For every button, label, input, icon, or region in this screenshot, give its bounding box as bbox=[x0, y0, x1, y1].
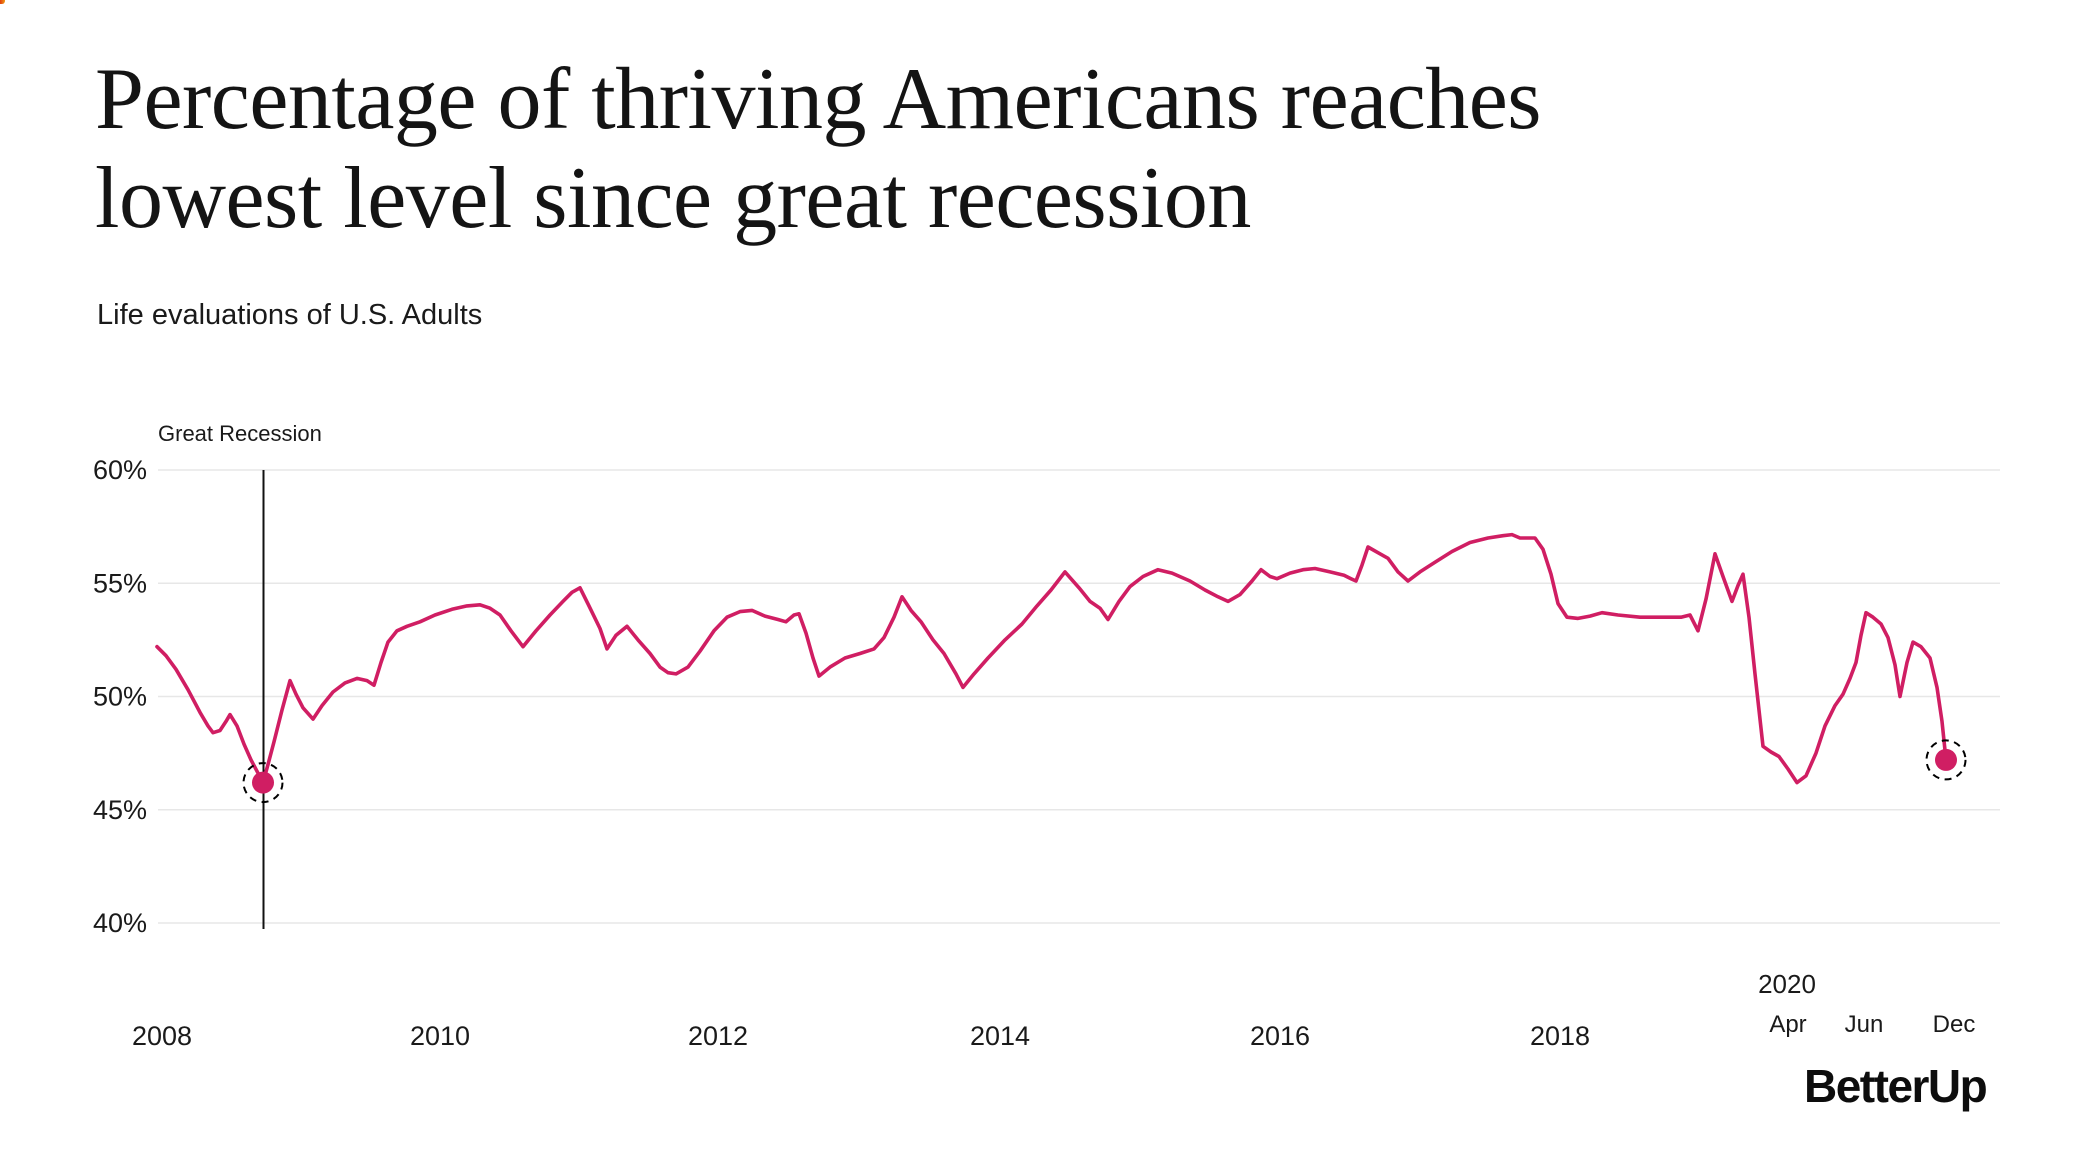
page-title-line1: Percentage of thriving Americans reaches bbox=[95, 51, 1542, 148]
x-axis-label-Dec: Dec bbox=[1933, 1011, 1976, 1038]
great-recession-annotation-label: Great Recession bbox=[158, 421, 322, 446]
y-axis-label-60%: 60% bbox=[93, 455, 147, 485]
betterup-logo: BetterUp bbox=[1804, 1060, 1988, 1112]
x-axis-label-2012: 2012 bbox=[688, 1021, 748, 1051]
x-axis-label-Jun: Jun bbox=[1845, 1011, 1884, 1038]
corner-artifact-dot bbox=[0, 0, 5, 4]
page-title-line2: lowest level since great recession bbox=[95, 150, 1251, 247]
y-axis-label-45%: 45% bbox=[93, 795, 147, 825]
highlight-ring-2 bbox=[1925, 739, 1967, 781]
highlight-dot-1 bbox=[252, 771, 274, 794]
page-title: Percentage of thriving Americans reaches… bbox=[95, 50, 1542, 248]
thriving-line bbox=[155, 532, 1948, 785]
x-axis-label-2008: 2008 bbox=[132, 1021, 192, 1051]
x-axis-label-2014: 2014 bbox=[970, 1021, 1030, 1051]
x-axis-label-2020: 2020 bbox=[1758, 969, 1816, 999]
y-axis-label-40%: 40% bbox=[93, 908, 147, 938]
y-axis-label-55%: 55% bbox=[93, 568, 147, 598]
highlight-dot-2 bbox=[1935, 748, 1957, 771]
highlight-ring-1 bbox=[242, 762, 284, 804]
x-axis-label-2016: 2016 bbox=[1250, 1021, 1310, 1051]
y-axis-label-50%: 50% bbox=[93, 682, 147, 712]
x-axis-label-2010: 2010 bbox=[410, 1021, 470, 1051]
x-axis-label-Apr: Apr bbox=[1769, 1011, 1806, 1038]
x-axis-label-2018: 2018 bbox=[1530, 1021, 1590, 1051]
chart-subtitle: Life evaluations of U.S. Adults bbox=[97, 299, 483, 331]
